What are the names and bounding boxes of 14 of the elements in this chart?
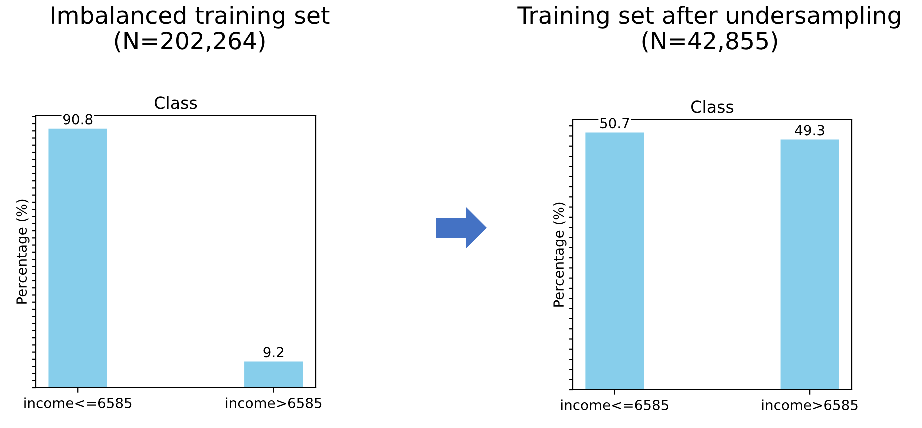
- x-tick-label: income<=6585: [24, 398, 132, 408]
- chart-subtitle: Class: [692, 100, 734, 114]
- x-tick-label: income>6585: [762, 400, 858, 410]
- x-tick-label: income<=6585: [562, 400, 668, 410]
- data-label: 50.7: [600, 118, 630, 129]
- y-axis-title: Percentage (%): [553, 202, 567, 307]
- data-label: 49.3: [795, 125, 824, 136]
- chart-subtitle: Class: [155, 96, 198, 110]
- chart-title: Training set after undersampling (N=42,855): [518, 6, 900, 53]
- chart-title: Imbalanced training set (N=202,264): [52, 6, 330, 53]
- data-label: 90.8: [64, 114, 93, 125]
- data-label: 9.2: [264, 347, 284, 358]
- y-axis-title: Percentage (%): [16, 200, 30, 304]
- x-tick-label: income>6585: [226, 398, 322, 408]
